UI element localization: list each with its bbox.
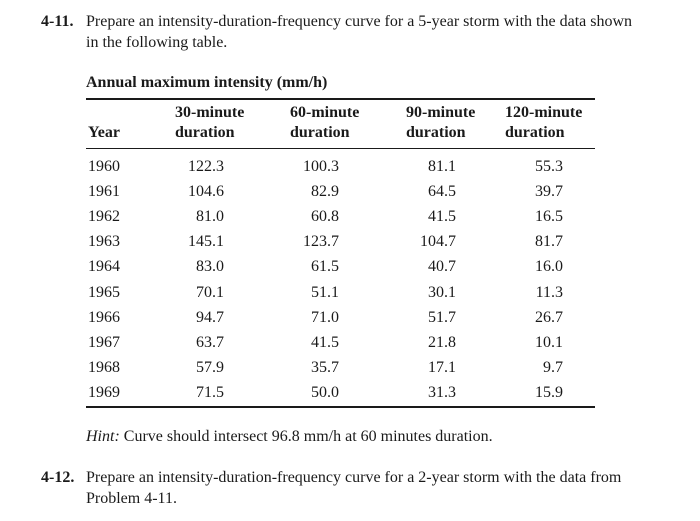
year-cell: 1964	[88, 258, 120, 276]
intensity-cell: 145.1	[188, 233, 224, 251]
intensity-cell: 94.7	[196, 308, 224, 326]
intensity-cell: 41.5	[311, 333, 339, 351]
intensity-cell: 10.1	[535, 333, 563, 351]
intensity-cell: 81.1	[428, 158, 456, 175]
intensity-cell: 15.9	[535, 383, 563, 401]
year-cell: 1962	[88, 208, 120, 226]
intensity-cell: 51.1	[311, 283, 339, 301]
intensity-cell: 21.8	[428, 333, 456, 351]
intensity-cell: 81.0	[196, 208, 224, 226]
intensity-cell: 39.7	[535, 183, 563, 201]
intensity-cell: 70.1	[196, 283, 224, 301]
intensity-cell: 30.1	[428, 283, 456, 301]
intensity-cell: 63.7	[196, 333, 224, 351]
intensity-cell: 41.5	[428, 208, 456, 226]
intensity-cell: 61.5	[311, 258, 339, 276]
year-cell: 1967	[88, 333, 120, 351]
intensity-cell: 64.5	[428, 183, 456, 201]
hint-text: Curve should intersect 96.8 mm/h at 60 m…	[119, 428, 493, 445]
column-header: Year	[88, 124, 120, 141]
table-caption: Annual maximum intensity (mm/h)	[86, 74, 328, 91]
column-header: 90-minute	[406, 104, 476, 121]
column-header: duration	[290, 124, 350, 141]
intensity-cell: 122.3	[188, 158, 224, 175]
intensity-cell: 55.3	[535, 158, 563, 175]
problem-4-11: 4-11. Prepare an intensity-duration-freq…	[41, 11, 641, 53]
problem-4-12: 4-12. Prepare an intensity-duration-freq…	[41, 467, 641, 509]
intensity-cell: 16.5	[535, 208, 563, 226]
table-bottom-rule	[86, 406, 595, 408]
intensity-cell: 26.7	[535, 308, 563, 326]
intensity-cell: 81.7	[535, 233, 563, 251]
column-header: 30-minute	[175, 104, 245, 121]
intensity-cell: 9.7	[543, 358, 563, 376]
intensity-cell: 31.3	[428, 383, 456, 401]
year-cell: 1961	[88, 183, 120, 201]
problem-text: Prepare an intensity-duration-frequency …	[86, 13, 633, 51]
column-header: 120-minute	[505, 104, 583, 121]
year-cell: 1963	[88, 233, 120, 251]
problem-number: 4-12.	[41, 469, 75, 486]
intensity-cell: 104.6	[188, 183, 224, 201]
hint: Hint: Curve should intersect 96.8 mm/h a…	[86, 428, 493, 446]
intensity-cell: 17.1	[428, 358, 456, 376]
column-header: duration	[505, 124, 565, 141]
column-header: 60-minute	[290, 104, 360, 121]
intensity-cell: 40.7	[428, 258, 456, 276]
intensity-cell: 100.3	[303, 158, 339, 175]
year-cell: 1968	[88, 358, 120, 376]
intensity-cell: 57.9	[196, 358, 224, 376]
column-header: duration	[175, 124, 235, 141]
intensity-cell: 50.0	[311, 383, 339, 401]
intensity-cell: 123.7	[303, 233, 339, 251]
year-cell: 1969	[88, 383, 120, 401]
intensity-cell: 51.7	[428, 308, 456, 326]
intensity-cell: 11.3	[535, 283, 563, 301]
intensity-cell: 82.9	[311, 183, 339, 201]
year-cell: 1960	[88, 158, 120, 175]
problem-text: Prepare an intensity-duration-frequency …	[86, 469, 622, 507]
column-header: duration	[406, 124, 466, 141]
problem-number: 4-11.	[41, 13, 74, 30]
intensity-cell: 104.7	[420, 233, 456, 251]
intensity-cell: 60.8	[311, 208, 339, 226]
intensity-cell: 16.0	[535, 258, 563, 276]
table-header-rule	[86, 148, 595, 149]
intensity-cell: 35.7	[311, 358, 339, 376]
year-cell: 1966	[88, 308, 120, 326]
intensity-cell: 71.0	[311, 308, 339, 326]
hint-label: Hint:	[86, 428, 120, 445]
table-top-rule	[86, 98, 595, 100]
intensity-cell: 83.0	[196, 258, 224, 276]
year-cell: 1965	[88, 283, 120, 301]
intensity-cell: 71.5	[196, 383, 224, 401]
